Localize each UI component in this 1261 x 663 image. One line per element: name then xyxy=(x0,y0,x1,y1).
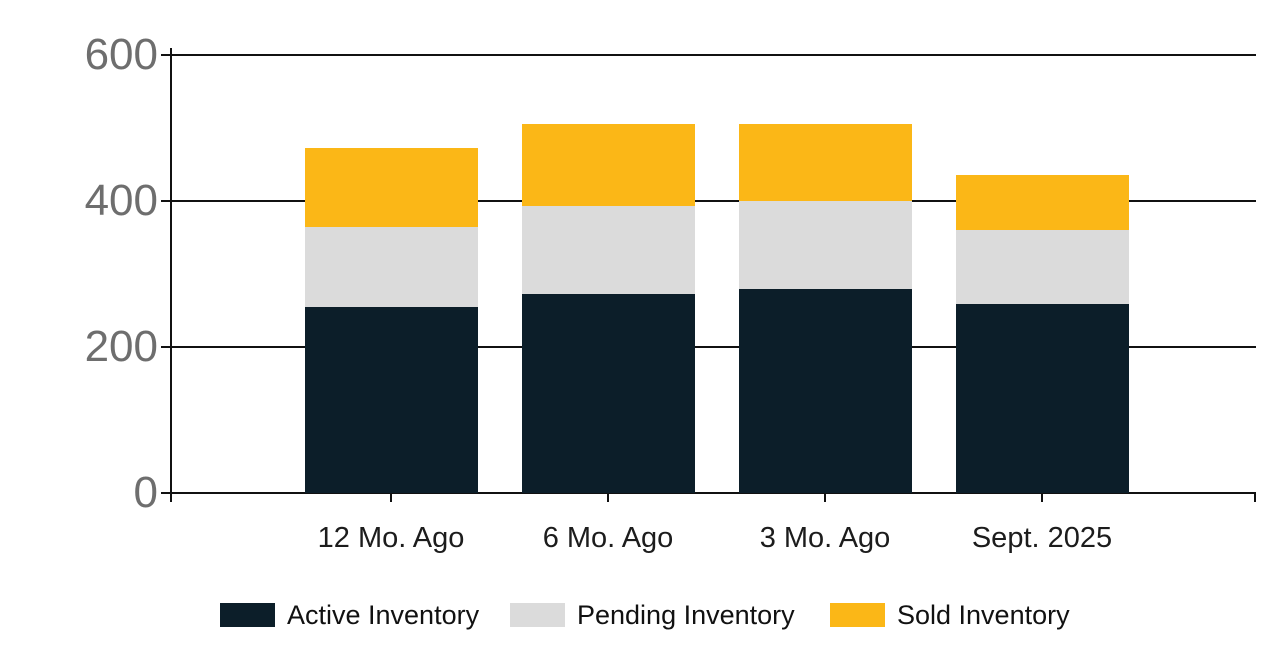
y-axis-tick-label: 0 xyxy=(133,468,158,517)
y-axis-tick-label: 400 xyxy=(84,176,158,225)
bar-group-2 xyxy=(521,124,695,493)
bar-segment-sold-inventory xyxy=(955,175,1129,231)
legend-label: Sold Inventory xyxy=(897,599,1070,630)
gridline-600 xyxy=(161,54,1256,56)
legend-item-pending-inventory: Pending Inventory xyxy=(510,600,795,630)
x-axis-tick xyxy=(824,493,826,502)
y-axis-tick-label: 600 xyxy=(84,30,158,79)
bar-segment-active-inventory xyxy=(521,293,695,493)
x-axis-tick xyxy=(607,493,609,502)
x-axis-label: 12 Mo. Ago xyxy=(317,522,465,554)
bar-group-1 xyxy=(304,148,478,493)
bar-segment-sold-inventory xyxy=(738,124,912,202)
bar-segment-pending-inventory xyxy=(304,226,478,307)
bar-segment-active-inventory xyxy=(304,306,478,493)
legend-swatch xyxy=(510,603,565,627)
bar-segment-sold-inventory xyxy=(304,148,478,227)
legend-swatch xyxy=(220,603,275,627)
x-axis-label: Sept. 2025 xyxy=(971,522,1113,554)
gridline-400 xyxy=(161,200,1256,202)
bar-group-3 xyxy=(738,124,912,493)
legend-item-active-inventory: Active Inventory xyxy=(220,600,479,630)
bar-segment-pending-inventory xyxy=(955,230,1129,304)
bar-segment-pending-inventory xyxy=(738,201,912,289)
x-axis-tick xyxy=(1041,493,1043,502)
legend-label: Active Inventory xyxy=(287,599,480,630)
gridline-0 xyxy=(161,492,1256,494)
legend-swatch xyxy=(830,603,885,627)
bar-segment-active-inventory xyxy=(738,288,912,493)
legend-item-sold-inventory: Sold Inventory xyxy=(830,600,1070,630)
bar-group-4 xyxy=(955,175,1129,493)
bar-segment-sold-inventory xyxy=(521,124,695,207)
x-axis-label: 6 Mo. Ago xyxy=(542,522,674,554)
bar-segment-pending-inventory xyxy=(521,206,695,294)
y-axis-line xyxy=(170,48,172,502)
gridline-200 xyxy=(161,346,1256,348)
x-axis-tick xyxy=(390,493,392,502)
x-axis-label: 3 Mo. Ago xyxy=(759,522,891,554)
legend-label: Pending Inventory xyxy=(577,599,795,630)
bar-segment-active-inventory xyxy=(955,303,1129,493)
x-axis-end-tick xyxy=(1254,493,1256,502)
y-axis-tick-label: 200 xyxy=(84,322,158,371)
